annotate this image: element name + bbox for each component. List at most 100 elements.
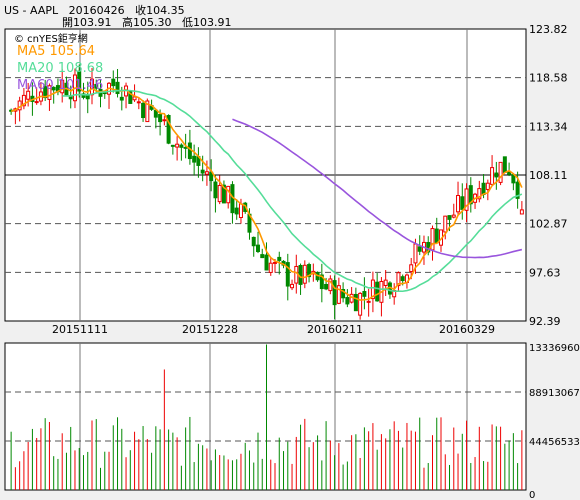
candle-body bbox=[324, 283, 329, 290]
candle-body bbox=[115, 81, 120, 95]
high-label: 高105.30 bbox=[122, 16, 172, 29]
candle-body bbox=[519, 209, 524, 215]
candle-body bbox=[43, 86, 48, 99]
candle-body bbox=[264, 254, 269, 271]
candle-body bbox=[302, 264, 307, 284]
candle-body bbox=[494, 172, 499, 178]
date-label: 20160426 bbox=[68, 4, 125, 17]
candle-body bbox=[51, 86, 56, 91]
quote-header-line2: 開103.91 高105.30 低103.91 bbox=[62, 14, 232, 30]
price-tick-label: 92.39 bbox=[529, 315, 561, 328]
ma20-line bbox=[62, 89, 523, 293]
candle-body bbox=[341, 288, 346, 299]
candle-body bbox=[226, 185, 231, 204]
low-label: 低103.91 bbox=[182, 16, 232, 29]
candle-body bbox=[255, 244, 260, 253]
candle-body bbox=[260, 254, 265, 259]
candle-body bbox=[468, 185, 473, 205]
candle-body bbox=[273, 261, 278, 264]
legend-ma5: MA5 105.64 bbox=[17, 44, 95, 59]
volume-tick-label: 44456533 bbox=[529, 437, 580, 448]
symbol-label: US - AAPL bbox=[4, 4, 59, 17]
candle-body bbox=[158, 113, 163, 123]
candle-body bbox=[170, 144, 175, 147]
candle-body bbox=[396, 272, 401, 287]
ma5-line bbox=[10, 87, 523, 301]
price-tick-label: 123.82 bbox=[529, 23, 568, 36]
open-label: 開103.91 bbox=[62, 16, 112, 29]
candle-body bbox=[434, 228, 439, 244]
volume-axis-labels: 133369600 88913067 44456533 0 bbox=[529, 343, 580, 500]
candle-body bbox=[94, 83, 99, 89]
candle-body bbox=[119, 96, 124, 101]
candle-body bbox=[34, 101, 39, 104]
candle-body bbox=[60, 79, 65, 94]
candle-body bbox=[485, 182, 490, 190]
moving-average-lines bbox=[10, 87, 523, 301]
candle-body bbox=[277, 256, 282, 261]
candle-body bbox=[162, 119, 167, 122]
candle-body bbox=[192, 155, 197, 163]
candle-body bbox=[238, 203, 243, 219]
close-label: 收104.35 bbox=[135, 4, 185, 17]
candle-body bbox=[145, 100, 150, 123]
candle-body bbox=[285, 262, 290, 287]
candle-body bbox=[464, 188, 469, 211]
candle-body bbox=[204, 171, 209, 175]
candle-body bbox=[515, 181, 520, 199]
candle-body bbox=[234, 207, 239, 215]
candle-body bbox=[268, 262, 273, 273]
candle-body bbox=[179, 144, 184, 148]
candle-body bbox=[217, 184, 222, 203]
price-tick-label: 97.63 bbox=[529, 266, 561, 279]
candle-body bbox=[132, 96, 137, 101]
volume-tick-label: 0 bbox=[529, 490, 535, 500]
candle-body bbox=[111, 78, 116, 87]
candle-body bbox=[336, 285, 341, 304]
candle-body bbox=[502, 156, 507, 173]
candle-body bbox=[370, 279, 375, 300]
candle-body bbox=[490, 167, 495, 185]
candle-body bbox=[21, 94, 26, 107]
legend-ma60: MA60 101.46 bbox=[17, 78, 103, 93]
candle-body bbox=[290, 283, 295, 289]
candle-body bbox=[481, 182, 486, 195]
candle-body bbox=[47, 85, 52, 100]
candle-body bbox=[409, 264, 414, 272]
candle-body bbox=[77, 70, 82, 92]
price-tick-label: 118.58 bbox=[529, 72, 568, 85]
date-tick-label: 20160329 bbox=[439, 323, 495, 336]
candle-body bbox=[187, 142, 192, 160]
candle-body bbox=[366, 300, 371, 303]
candle-body bbox=[213, 181, 218, 199]
date-axis-labels: 20151111 20151228 20160211 20160329 bbox=[52, 323, 495, 336]
candle-body bbox=[221, 184, 226, 204]
price-tick-label: 113.34 bbox=[529, 120, 568, 133]
brand-text: © cnYES鉅亨網 bbox=[14, 32, 88, 45]
candle-body bbox=[383, 279, 388, 286]
candle-body bbox=[460, 196, 465, 210]
volume-tick-label: 133369600 bbox=[529, 343, 580, 354]
ma60-line bbox=[232, 118, 523, 259]
candle-body bbox=[417, 246, 422, 252]
candle-body bbox=[353, 293, 358, 312]
quote-header-line1: US - AAPL 20160426 收104.35 bbox=[4, 2, 185, 18]
candle-body bbox=[443, 215, 448, 233]
candle-body bbox=[319, 274, 324, 290]
candle-body bbox=[166, 115, 171, 144]
date-tick-label: 20160211 bbox=[307, 323, 363, 336]
candle-body bbox=[362, 291, 367, 297]
candle-body bbox=[175, 143, 180, 148]
candle-body bbox=[141, 102, 146, 119]
candle-body bbox=[345, 297, 350, 305]
candle-body bbox=[358, 292, 363, 316]
candle-body bbox=[413, 243, 418, 264]
candle-body bbox=[332, 280, 337, 306]
candle-body bbox=[498, 161, 503, 183]
candle-body bbox=[251, 236, 256, 247]
date-tick-label: 20151228 bbox=[182, 323, 238, 336]
candle-body bbox=[200, 169, 205, 174]
candle-body bbox=[477, 188, 482, 200]
candle-body bbox=[209, 171, 214, 182]
